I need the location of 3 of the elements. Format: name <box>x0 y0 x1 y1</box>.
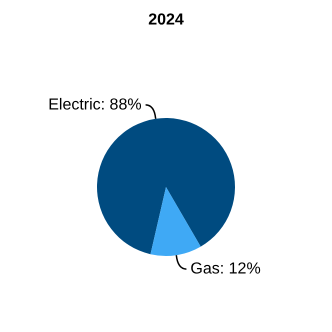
slice-label: Electric: 88% <box>48 96 142 114</box>
slice-label: Gas: 12% <box>190 260 261 278</box>
chart-title: 2024 <box>148 11 184 28</box>
